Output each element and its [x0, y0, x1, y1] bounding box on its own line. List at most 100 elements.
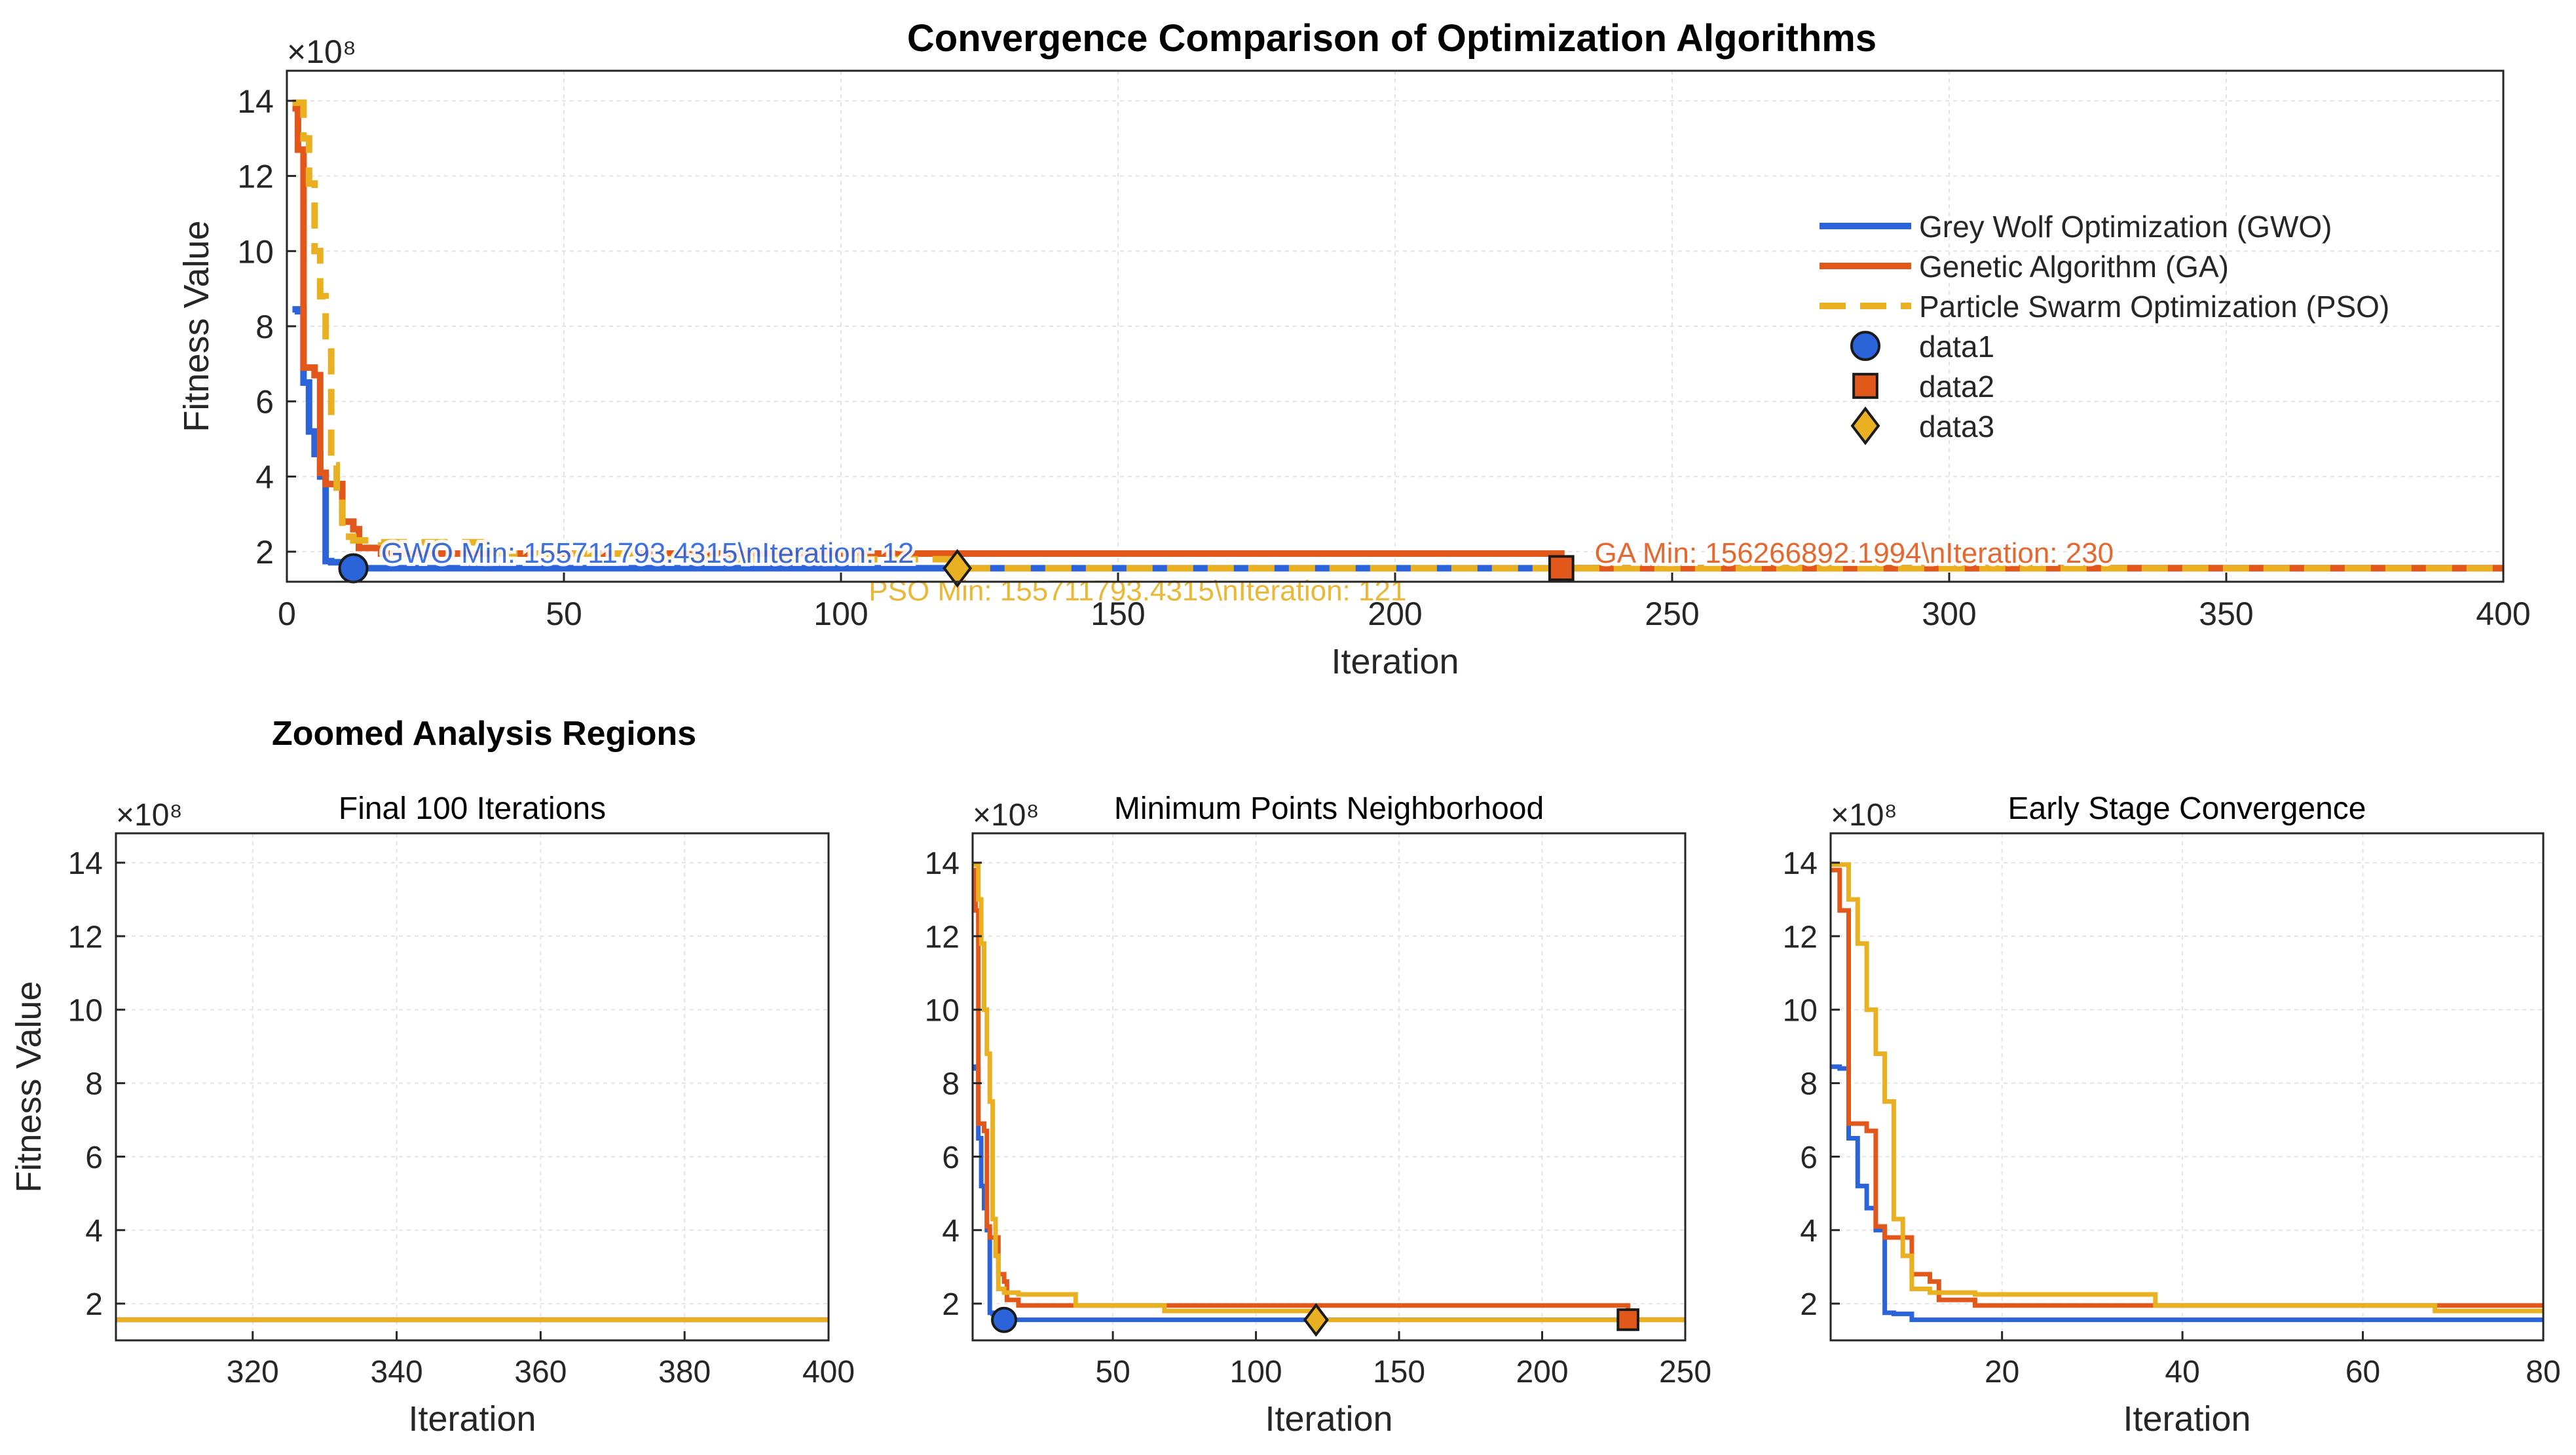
y-tick-label: 8 — [1800, 1067, 1818, 1102]
annotation-label: GWO Min: 155711793.4315\nIteration: 12 — [381, 537, 914, 569]
marker-data1 — [338, 553, 369, 584]
y-tick-label: 4 — [255, 459, 274, 495]
x-axis-label: Iteration — [1331, 642, 1459, 681]
plot-area — [1831, 862, 2543, 1323]
legend: Grey Wolf Optimization (GWO) Genetic Algo… — [1820, 210, 2389, 445]
y-tick-label: 10 — [237, 233, 274, 270]
x-axis-label: Iteration — [1265, 1399, 1392, 1439]
series-line-pso — [292, 99, 2503, 572]
legend-label: data1 — [1919, 330, 1994, 364]
exponent-label: ×10⁸ — [1831, 798, 1897, 833]
y-tick-label: 8 — [85, 1067, 103, 1102]
x-tick-label: 200 — [1516, 1355, 1568, 1389]
subplot-title: Minimum Points Neighborhood — [1114, 791, 1544, 826]
marker-data2 — [1616, 1308, 1639, 1331]
x-tick-label: 150 — [1373, 1355, 1425, 1389]
x-tick-label: 100 — [1230, 1355, 1282, 1389]
axes-box — [971, 832, 1687, 1342]
section-title: Zoomed Analysis Regions — [272, 715, 696, 753]
y-tick-label: 14 — [237, 83, 274, 120]
y-tick-label: 10 — [1783, 993, 1818, 1028]
legend-item: data2 — [1852, 369, 1994, 404]
axes-box — [115, 832, 830, 1342]
exponent-label: ×10⁸ — [116, 798, 183, 833]
series-line-ga — [973, 867, 1685, 1322]
x-tick-label: 360 — [514, 1355, 567, 1389]
series-line-pso — [1831, 862, 2543, 1313]
marker-data1 — [991, 1306, 1018, 1333]
legend-label: Grey Wolf Optimization (GWO) — [1919, 210, 2332, 244]
series-line-pso — [973, 862, 1685, 1323]
annotation-label: GA Min: 156266892.1994\nIteration: 230 — [1595, 537, 2114, 569]
x-tick-label: 350 — [2199, 595, 2253, 632]
y-tick-label: 12 — [1783, 920, 1818, 954]
y-tick-label: 2 — [255, 534, 274, 571]
min-neighborhood-axes: 50 100 150 200 250 2 4 6 8 10 12 14 ×10⁸ Iteration Min… — [925, 791, 1711, 1439]
x-tick-label: 50 — [1095, 1355, 1130, 1389]
y-tick-label: 4 — [85, 1214, 103, 1249]
legend-item: data3 — [1850, 406, 1994, 445]
marker-data3 — [943, 548, 973, 588]
y-tick-label: 2 — [85, 1287, 103, 1322]
y-tick-label: 4 — [1800, 1214, 1818, 1249]
subplot-title: Early Stage Convergence — [2008, 791, 2366, 826]
x-tick-label: 60 — [2345, 1355, 2380, 1389]
x-tick-label: 40 — [2165, 1355, 2199, 1389]
legend-item: Particle Swarm Optimization (PSO) — [1820, 290, 2389, 324]
series-line-ga — [292, 105, 2503, 572]
y-tick-label: 2 — [942, 1287, 960, 1322]
x-tick-label: 200 — [1368, 595, 1422, 632]
x-tick-label: 400 — [2476, 595, 2530, 632]
legend-item: Grey Wolf Optimization (GWO) — [1820, 210, 2332, 244]
marker-data2 — [1548, 555, 1575, 582]
exponent-label: ×10⁸ — [287, 33, 356, 70]
exponent-label: ×10⁸ — [973, 798, 1039, 833]
subplot-title: Final 100 Iterations — [339, 791, 606, 826]
x-tick-label: 380 — [658, 1355, 711, 1389]
x-tick-label: 340 — [371, 1355, 423, 1389]
x-tick-label: 0 — [278, 595, 296, 632]
y-tick-label: 12 — [68, 920, 103, 954]
y-tick-label: 6 — [85, 1141, 103, 1175]
y-axis-label: Fitness Value — [177, 220, 216, 432]
y-tick-label: 6 — [1800, 1141, 1818, 1175]
y-tick-label: 12 — [925, 920, 960, 954]
legend-label: data3 — [1919, 409, 1994, 444]
early-stage-axes: 20 40 60 80 2 4 6 8 10 12 14 ×10⁸ Iteration Early Sta… — [1783, 791, 2561, 1439]
y-tick-label: 10 — [68, 993, 103, 1028]
x-tick-label: 20 — [1985, 1355, 2019, 1389]
y-tick-label: 6 — [942, 1141, 960, 1175]
x-tick-label: 80 — [2526, 1355, 2560, 1389]
legend-marker-data1 — [1850, 331, 1880, 361]
y-tick-label: 10 — [925, 993, 960, 1028]
y-tick-label: 14 — [925, 846, 960, 881]
x-tick-label: 100 — [813, 595, 868, 632]
legend-marker-data3 — [1850, 406, 1880, 445]
x-tick-label: 250 — [1645, 595, 1699, 632]
x-tick-label: 400 — [802, 1355, 855, 1389]
legend-item: data1 — [1850, 330, 1994, 364]
legend-item: Genetic Algorithm (GA) — [1820, 250, 2229, 284]
y-tick-label: 4 — [942, 1214, 960, 1249]
legend-label: data2 — [1919, 369, 1994, 404]
main-axes: GWO Min: 155711793.4315\nIteration: 12 GA… — [177, 33, 2531, 681]
axes-box — [1829, 832, 2545, 1342]
final-100-axes: 320 340 360 380 400 2 4 6 8 10 12 14 ×10⁸ Iteration Fi… — [9, 791, 855, 1439]
y-tick-label: 14 — [1783, 846, 1818, 881]
x-axis-label: Iteration — [408, 1399, 536, 1439]
y-tick-label: 2 — [1800, 1287, 1818, 1322]
x-tick-label: 250 — [1659, 1355, 1711, 1389]
marker-data3 — [1303, 1302, 1329, 1337]
x-tick-label: 300 — [1922, 595, 1976, 632]
y-tick-label: 8 — [255, 309, 274, 345]
x-tick-label: 150 — [1091, 595, 1145, 632]
x-axis-label: Iteration — [2123, 1399, 2250, 1439]
legend-label: Genetic Algorithm (GA) — [1919, 250, 2229, 284]
y-tick-label: 8 — [942, 1067, 960, 1102]
x-tick-label: 50 — [546, 595, 582, 632]
y-tick-label: 12 — [237, 159, 274, 195]
main-title: Convergence Comparison of Optimization A… — [907, 17, 1876, 60]
y-tick-label: 14 — [68, 846, 103, 881]
